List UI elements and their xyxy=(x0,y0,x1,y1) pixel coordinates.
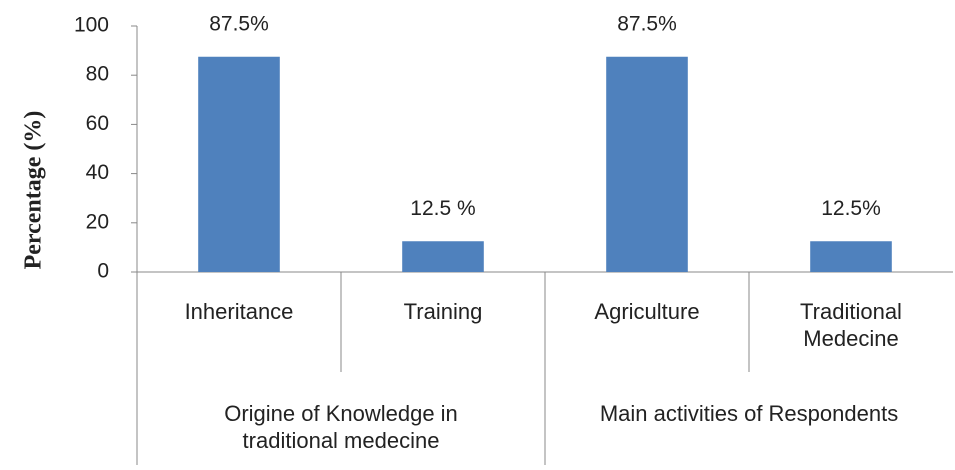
bar xyxy=(198,56,280,272)
y-axis-label: Percentage (%) xyxy=(21,111,47,270)
bar xyxy=(606,56,688,272)
value-label: 12.5% xyxy=(821,197,881,220)
bar xyxy=(402,241,484,272)
y-tick-label: 40 xyxy=(86,161,109,184)
value-label: 87.5% xyxy=(617,12,677,35)
group-label: Main activities of Respondents xyxy=(599,401,899,426)
value-label: 87.5% xyxy=(209,12,269,35)
bar xyxy=(810,241,892,272)
x-tick-label: Traditional Medecine xyxy=(800,299,902,351)
y-tick-label: 20 xyxy=(86,210,109,233)
y-tick-label: 0 xyxy=(97,260,109,283)
y-tick-label: 80 xyxy=(86,63,109,86)
x-tick-label: Inheritance xyxy=(184,299,294,324)
y-tick-label: 60 xyxy=(86,112,109,135)
x-tick-label: Training xyxy=(403,299,483,324)
group-label: Origine of Knowledge in traditional mede… xyxy=(224,401,458,453)
x-tick-label: Agriculture xyxy=(594,299,700,324)
y-tick-label: 100 xyxy=(74,14,109,37)
value-label: 12.5 % xyxy=(410,197,475,220)
